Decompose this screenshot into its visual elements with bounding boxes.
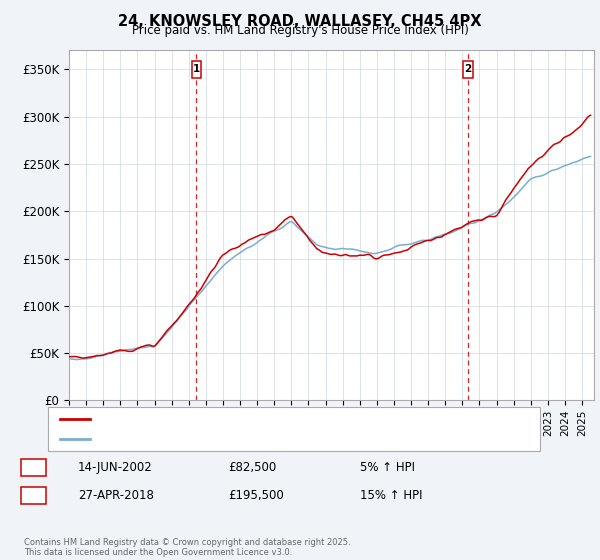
Text: 2: 2 [29, 489, 38, 502]
Text: 14-JUN-2002: 14-JUN-2002 [78, 461, 153, 474]
Text: 24, KNOWSLEY ROAD, WALLASEY, CH45 4PX: 24, KNOWSLEY ROAD, WALLASEY, CH45 4PX [118, 14, 482, 29]
Text: Price paid vs. HM Land Registry's House Price Index (HPI): Price paid vs. HM Land Registry's House … [131, 24, 469, 37]
Text: £195,500: £195,500 [228, 489, 284, 502]
Text: Contains HM Land Registry data © Crown copyright and database right 2025.
This d: Contains HM Land Registry data © Crown c… [24, 538, 350, 557]
Text: 1: 1 [193, 64, 200, 74]
Text: £82,500: £82,500 [228, 461, 276, 474]
Text: 24, KNOWSLEY ROAD, WALLASEY, CH45 4PX (semi-detached house): 24, KNOWSLEY ROAD, WALLASEY, CH45 4PX (s… [96, 414, 451, 424]
Bar [463, 61, 473, 78]
Text: HPI: Average price, semi-detached house, Wirral: HPI: Average price, semi-detached house,… [96, 433, 349, 444]
Text: 1: 1 [29, 461, 38, 474]
Text: 5% ↑ HPI: 5% ↑ HPI [360, 461, 415, 474]
Text: 2: 2 [464, 64, 472, 74]
Text: 27-APR-2018: 27-APR-2018 [78, 489, 154, 502]
Bar [191, 61, 201, 78]
Text: 15% ↑ HPI: 15% ↑ HPI [360, 489, 422, 502]
